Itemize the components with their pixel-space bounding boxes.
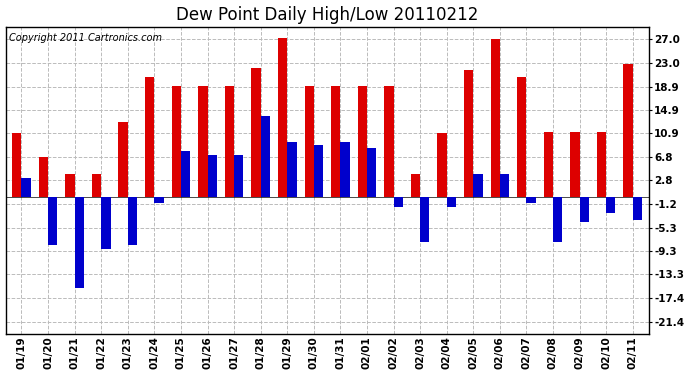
Bar [597,132,606,197]
Bar [411,174,420,197]
Bar [208,155,217,197]
Bar [526,197,535,203]
Bar [304,86,314,197]
Bar [437,133,446,197]
Bar [623,64,633,197]
Bar [517,77,526,197]
Bar [92,174,101,197]
Bar [198,86,208,197]
Bar [172,86,181,197]
Bar [553,197,562,242]
Bar [464,70,473,197]
Bar [251,69,261,197]
Bar [39,157,48,197]
Bar [367,148,376,197]
Bar [633,197,642,219]
Bar [331,86,340,197]
Bar [48,197,57,245]
Bar [314,145,323,197]
Bar [340,142,350,197]
Bar [21,177,31,197]
Bar [128,197,137,245]
Bar [101,197,110,249]
Bar [145,77,155,197]
Bar [75,197,84,288]
Bar [384,86,393,197]
Bar [181,151,190,197]
Bar [66,174,75,197]
Bar [234,155,244,197]
Bar [420,197,429,242]
Bar [606,197,615,213]
Bar [570,132,580,197]
Bar [491,39,500,197]
Bar [278,38,287,197]
Bar [119,122,128,197]
Bar [261,116,270,197]
Bar [446,197,456,207]
Bar [12,133,21,197]
Text: Copyright 2011 Cartronics.com: Copyright 2011 Cartronics.com [9,33,161,43]
Bar [287,142,297,197]
Bar [500,174,509,197]
Title: Dew Point Daily High/Low 20110212: Dew Point Daily High/Low 20110212 [176,6,478,24]
Bar [225,86,234,197]
Bar [473,174,482,197]
Bar [155,197,164,203]
Bar [357,86,367,197]
Bar [544,132,553,197]
Bar [580,197,589,222]
Bar [393,197,403,207]
